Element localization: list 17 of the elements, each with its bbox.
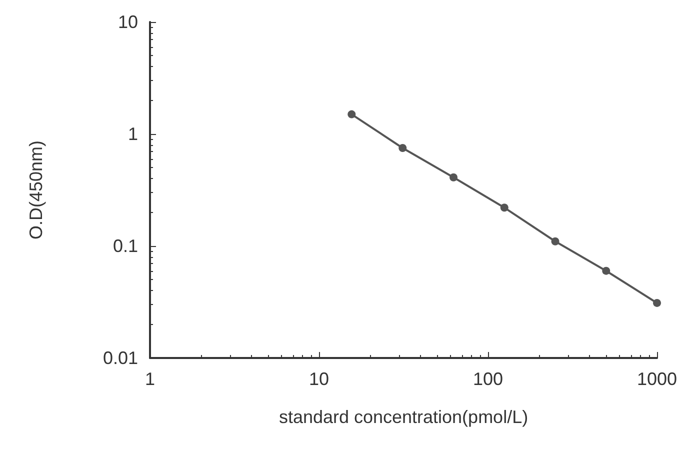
x-axis-title: standard concentration(pmol/L)	[278, 407, 528, 427]
point	[602, 266, 610, 275]
y-tick-label: 0.1	[112, 236, 138, 256]
point	[500, 204, 508, 212]
point	[653, 298, 661, 307]
y-tick-label: 0.01	[102, 348, 138, 368]
x-tick-label: 100	[472, 369, 504, 389]
y-tick-label: 1	[128, 124, 138, 144]
point	[450, 173, 458, 182]
x-tick-label: 1000	[636, 369, 678, 389]
y-axis-title: O.D(450nm)	[26, 140, 46, 240]
point	[398, 144, 407, 152]
x-tick-label: 1	[144, 369, 156, 389]
point	[348, 110, 356, 118]
y-tick-label: 10	[118, 12, 138, 32]
point	[551, 237, 560, 246]
x-tick-label: 10	[308, 369, 330, 389]
